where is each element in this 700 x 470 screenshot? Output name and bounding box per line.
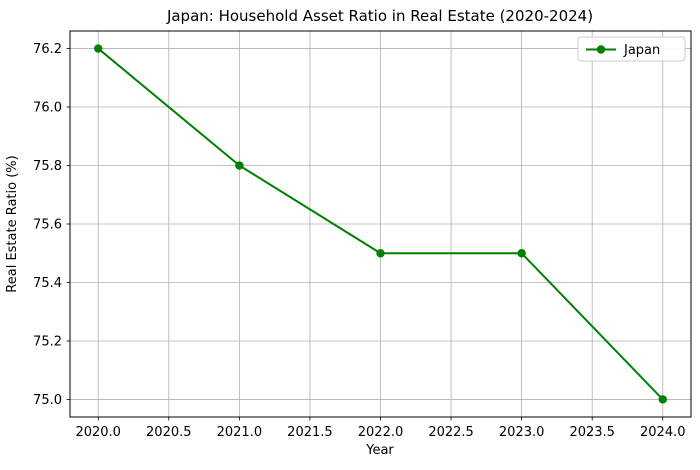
x-tick-label: 2022.5 <box>428 425 474 440</box>
y-tick-label: 76.2 <box>33 42 62 57</box>
legend-label: Japan <box>623 43 660 58</box>
data-point <box>94 44 103 53</box>
y-tick-label: 75.0 <box>33 393 62 408</box>
x-tick-label: 2020.0 <box>75 425 121 440</box>
x-tick-label: 2022.0 <box>358 425 404 440</box>
x-tick-label: 2023.5 <box>569 425 615 440</box>
y-tick-label: 75.6 <box>33 218 62 233</box>
y-tick-label: 75.8 <box>33 159 62 174</box>
x-tick-label: 2023.0 <box>499 425 545 440</box>
legend: Japan <box>577 36 686 62</box>
chart-title: Japan: Household Asset Ratio in Real Est… <box>166 7 593 25</box>
y-tick-label: 75.2 <box>33 334 62 349</box>
x-tick-label: 2021.5 <box>287 425 333 440</box>
x-tick-label: 2024.0 <box>640 425 686 440</box>
data-point <box>658 395 667 404</box>
y-axis-label: Real Estate Ratio (%) <box>5 155 20 292</box>
data-point <box>235 161 244 170</box>
data-series <box>94 44 667 404</box>
x-tick-label: 2020.5 <box>146 425 192 440</box>
y-tick-label: 75.4 <box>33 276 62 291</box>
y-tick-label: 76.0 <box>33 101 62 116</box>
x-axis-label: Year <box>365 443 394 458</box>
data-point <box>376 249 385 258</box>
legend-box <box>577 36 686 62</box>
data-point <box>517 249 526 258</box>
grid <box>70 31 691 417</box>
axes: 2020.0 2020.5 2021.0 2021.5 2022.0 2022.5 2023… <box>33 30 692 440</box>
legend-marker-sample <box>596 45 606 54</box>
x-tick-label: 2021.0 <box>217 425 263 440</box>
